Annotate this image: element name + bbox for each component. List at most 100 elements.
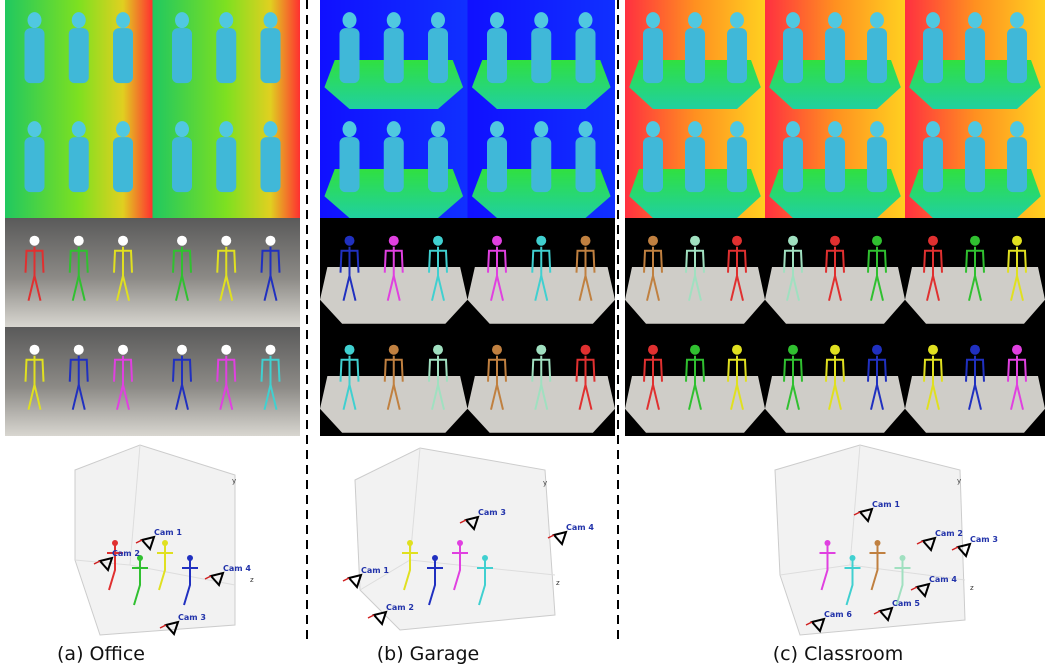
person-depth	[828, 121, 842, 137]
person-depth	[175, 12, 189, 28]
person-depth	[965, 28, 985, 83]
person-depth	[264, 121, 278, 137]
skeleton-head	[1012, 236, 1022, 246]
axis-label: z	[250, 576, 254, 584]
person-depth	[579, 121, 593, 137]
skeleton-head	[492, 236, 502, 246]
panel-caption: (a) Office	[57, 643, 145, 665]
person-depth	[490, 121, 504, 137]
person-depth	[175, 121, 189, 137]
person-depth	[870, 121, 884, 137]
skeleton-head	[536, 236, 546, 246]
skeleton-head	[581, 236, 591, 246]
pose-joint	[457, 540, 463, 546]
skeleton-head	[389, 345, 399, 355]
skeleton-head	[30, 236, 40, 246]
camera-label: Cam 2	[935, 529, 963, 538]
skeleton-head	[266, 236, 276, 246]
person-depth	[384, 28, 404, 83]
skeleton-head	[433, 236, 443, 246]
person-depth	[643, 137, 663, 192]
person-depth	[783, 137, 803, 192]
axis-label: y	[543, 479, 547, 487]
person-depth	[116, 12, 130, 28]
skeleton-head	[118, 345, 128, 355]
person-depth	[968, 12, 982, 28]
skeleton-head	[266, 345, 276, 355]
pose-joint	[825, 540, 831, 546]
person-depth	[172, 137, 192, 192]
person-depth	[646, 12, 660, 28]
person-depth	[828, 12, 842, 28]
skeleton-head	[536, 345, 546, 355]
skeleton-head	[872, 236, 882, 246]
person-depth	[72, 121, 86, 137]
person-depth	[688, 121, 702, 137]
person-depth	[1010, 12, 1024, 28]
person-depth	[531, 28, 551, 83]
skeleton-head	[830, 345, 840, 355]
plot-box	[75, 445, 235, 635]
camera-icon	[554, 532, 566, 544]
skeleton-head	[581, 345, 591, 355]
skeleton-head	[118, 236, 128, 246]
person-depth	[216, 137, 236, 192]
person-depth	[825, 137, 845, 192]
person-depth	[387, 12, 401, 28]
person-depth	[646, 121, 660, 137]
person-depth	[643, 28, 663, 83]
axis-label: z	[970, 584, 974, 592]
person-depth	[926, 12, 940, 28]
skeleton-head	[648, 345, 658, 355]
person-depth	[579, 12, 593, 28]
pose-joint	[875, 540, 881, 546]
person-depth	[261, 137, 281, 192]
person-depth	[25, 28, 45, 83]
camera-label: Cam 5	[892, 599, 920, 608]
camera-label: Cam 2	[112, 549, 140, 558]
skeleton-head	[648, 236, 658, 246]
skeleton-head	[872, 345, 882, 355]
person-depth	[923, 28, 943, 83]
skeleton-head	[788, 236, 798, 246]
person-depth	[534, 12, 548, 28]
person-depth	[730, 12, 744, 28]
person-depth	[343, 121, 357, 137]
person-depth	[428, 137, 448, 192]
pose-joint	[112, 540, 118, 546]
plot-box	[355, 448, 555, 630]
person-depth	[1007, 137, 1027, 192]
person-depth	[867, 28, 887, 83]
person-depth	[685, 137, 705, 192]
person-depth	[1010, 121, 1024, 137]
person-depth	[685, 28, 705, 83]
person-depth	[923, 137, 943, 192]
person-depth	[786, 12, 800, 28]
person-depth	[28, 12, 42, 28]
camera-label: Cam 1	[361, 566, 389, 575]
skeleton-head	[970, 345, 980, 355]
person-depth	[576, 137, 596, 192]
person-depth	[172, 28, 192, 83]
skeleton-head	[433, 345, 443, 355]
skeleton-head	[221, 236, 231, 246]
pose-joint	[850, 555, 856, 561]
camera-axis	[343, 578, 349, 581]
person-depth	[727, 28, 747, 83]
person-depth	[487, 28, 507, 83]
person-depth	[116, 121, 130, 137]
plot-box	[775, 445, 965, 635]
person-depth	[264, 12, 278, 28]
skeleton-head	[345, 345, 355, 355]
camera-label: Cam 1	[154, 528, 182, 537]
skeleton-head	[690, 236, 700, 246]
pose-joint	[187, 555, 193, 561]
person-depth	[219, 12, 233, 28]
pose-joint	[162, 540, 168, 546]
skeleton-head	[345, 236, 355, 246]
person-depth	[926, 121, 940, 137]
person-depth	[216, 28, 236, 83]
person-depth	[261, 28, 281, 83]
skeleton-head	[928, 345, 938, 355]
pose-joint	[900, 555, 906, 561]
